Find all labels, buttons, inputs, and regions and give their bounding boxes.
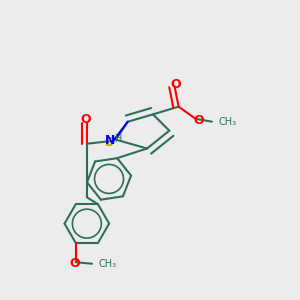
Text: CH₃: CH₃ [98, 259, 116, 269]
Text: H: H [115, 134, 122, 144]
Text: O: O [80, 113, 91, 126]
Text: O: O [69, 257, 80, 270]
Text: CH₃: CH₃ [218, 117, 236, 127]
Text: N: N [105, 134, 115, 147]
Text: O: O [171, 78, 181, 91]
Text: S: S [104, 136, 113, 149]
Text: O: O [193, 114, 204, 127]
